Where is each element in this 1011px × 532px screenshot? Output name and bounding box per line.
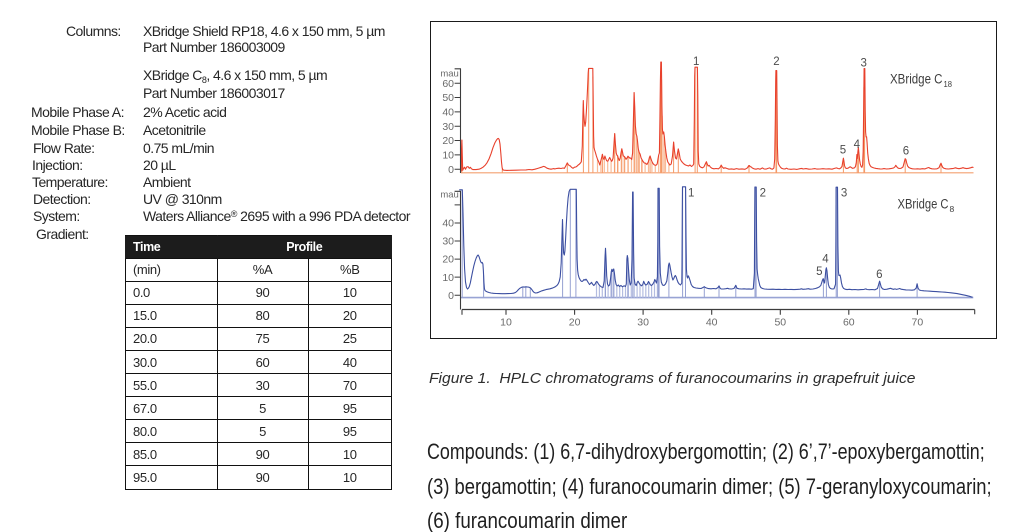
svg-text:mau: mau [440, 190, 458, 201]
svg-text:5: 5 [840, 144, 846, 156]
svg-text:18: 18 [944, 79, 953, 89]
svg-text:50: 50 [442, 92, 454, 104]
svg-text:50: 50 [774, 317, 786, 329]
svg-text:10: 10 [442, 272, 454, 284]
svg-text:6: 6 [903, 146, 909, 158]
svg-text:40: 40 [442, 107, 454, 119]
svg-text:40: 40 [706, 317, 718, 329]
svg-text:60: 60 [843, 317, 855, 329]
svg-text:2: 2 [773, 56, 779, 68]
svg-text:3: 3 [860, 58, 866, 70]
svg-text:4: 4 [854, 139, 861, 151]
svg-text:1: 1 [688, 188, 694, 200]
svg-text:20: 20 [442, 254, 454, 266]
svg-text:20: 20 [569, 317, 581, 329]
svg-text:3: 3 [841, 188, 847, 200]
svg-text:20: 20 [442, 135, 454, 147]
svg-text:30: 30 [442, 236, 454, 248]
svg-text:10: 10 [500, 317, 512, 329]
svg-text:XBridge C: XBridge C [890, 72, 943, 87]
svg-text:2: 2 [760, 188, 766, 200]
svg-text:60: 60 [442, 78, 454, 90]
svg-text:mau: mau [440, 69, 458, 80]
svg-text:6: 6 [876, 269, 882, 281]
svg-text:4: 4 [822, 254, 829, 266]
svg-text:0: 0 [448, 290, 454, 302]
svg-text:70: 70 [912, 317, 924, 329]
svg-text:30: 30 [442, 121, 454, 133]
svg-text:40: 40 [442, 218, 454, 230]
svg-text:10: 10 [442, 150, 454, 162]
svg-text:1: 1 [693, 56, 699, 68]
svg-text:0: 0 [448, 164, 454, 176]
svg-text:5: 5 [816, 266, 822, 278]
svg-text:XBridge C: XBridge C [898, 197, 949, 212]
svg-text:8: 8 [950, 204, 955, 214]
svg-text:30: 30 [637, 317, 649, 329]
